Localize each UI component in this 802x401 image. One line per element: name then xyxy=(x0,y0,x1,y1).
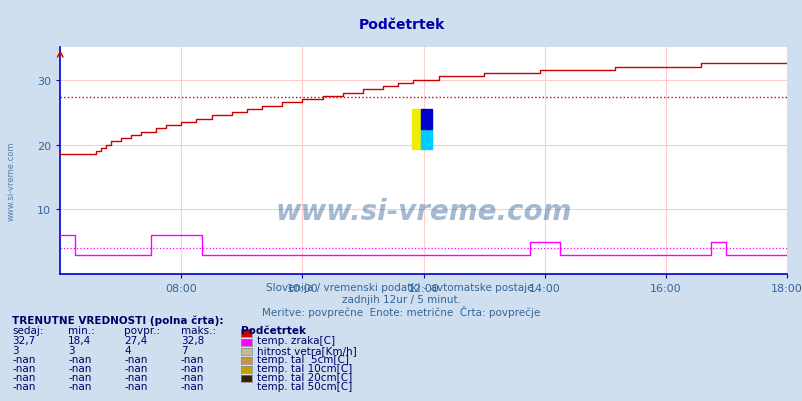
Text: -nan: -nan xyxy=(68,381,91,391)
Text: -nan: -nan xyxy=(124,354,148,364)
Text: -nan: -nan xyxy=(180,381,204,391)
Text: -nan: -nan xyxy=(124,363,148,373)
Text: maks.:: maks.: xyxy=(180,326,216,336)
Text: -nan: -nan xyxy=(180,372,204,382)
Text: -nan: -nan xyxy=(180,354,204,364)
Text: min.:: min.: xyxy=(68,326,95,336)
FancyBboxPatch shape xyxy=(420,130,431,150)
Text: TRENUTNE VREDNOSTI (polna črta):: TRENUTNE VREDNOSTI (polna črta): xyxy=(12,315,223,325)
Text: Podčetrtek: Podčetrtek xyxy=(241,326,306,336)
Text: www.si-vreme.com: www.si-vreme.com xyxy=(6,141,15,220)
Text: -nan: -nan xyxy=(12,363,35,373)
Text: -nan: -nan xyxy=(68,372,91,382)
Text: -nan: -nan xyxy=(124,381,148,391)
Text: -nan: -nan xyxy=(180,363,204,373)
Text: 32,8: 32,8 xyxy=(180,336,204,346)
Text: 3: 3 xyxy=(68,345,75,355)
Text: temp. tal  5cm[C]: temp. tal 5cm[C] xyxy=(257,354,349,364)
Text: 32,7: 32,7 xyxy=(12,336,35,346)
Text: zadnjih 12ur / 5 minut.: zadnjih 12ur / 5 minut. xyxy=(342,294,460,304)
Text: 18,4: 18,4 xyxy=(68,336,91,346)
FancyBboxPatch shape xyxy=(411,109,423,150)
Text: 7: 7 xyxy=(180,345,187,355)
Text: temp. tal 50cm[C]: temp. tal 50cm[C] xyxy=(257,381,352,391)
Text: -nan: -nan xyxy=(12,354,35,364)
Text: temp. tal 20cm[C]: temp. tal 20cm[C] xyxy=(257,372,352,382)
Text: Meritve: povprečne  Enote: metrične  Črta: povprečje: Meritve: povprečne Enote: metrične Črta:… xyxy=(262,305,540,317)
Text: -nan: -nan xyxy=(68,354,91,364)
Text: hitrost vetra[Km/h]: hitrost vetra[Km/h] xyxy=(257,345,356,355)
Text: -nan: -nan xyxy=(124,372,148,382)
Text: povpr.:: povpr.: xyxy=(124,326,160,336)
Text: -nan: -nan xyxy=(12,381,35,391)
Text: -nan: -nan xyxy=(12,372,35,382)
Text: 4: 4 xyxy=(124,345,131,355)
Text: 27,4: 27,4 xyxy=(124,336,148,346)
Text: Slovenija / vremenski podatki - avtomatske postaje.: Slovenija / vremenski podatki - avtomats… xyxy=(265,283,537,293)
Text: www.si-vreme.com: www.si-vreme.com xyxy=(275,197,571,225)
Text: temp. tal 10cm[C]: temp. tal 10cm[C] xyxy=(257,363,352,373)
Text: temp. zraka[C]: temp. zraka[C] xyxy=(257,336,334,346)
Text: 3: 3 xyxy=(12,345,18,355)
FancyBboxPatch shape xyxy=(420,109,431,130)
Text: -nan: -nan xyxy=(68,363,91,373)
Text: Podčetrtek: Podčetrtek xyxy=(358,18,444,32)
Text: sedaj:: sedaj: xyxy=(12,326,43,336)
